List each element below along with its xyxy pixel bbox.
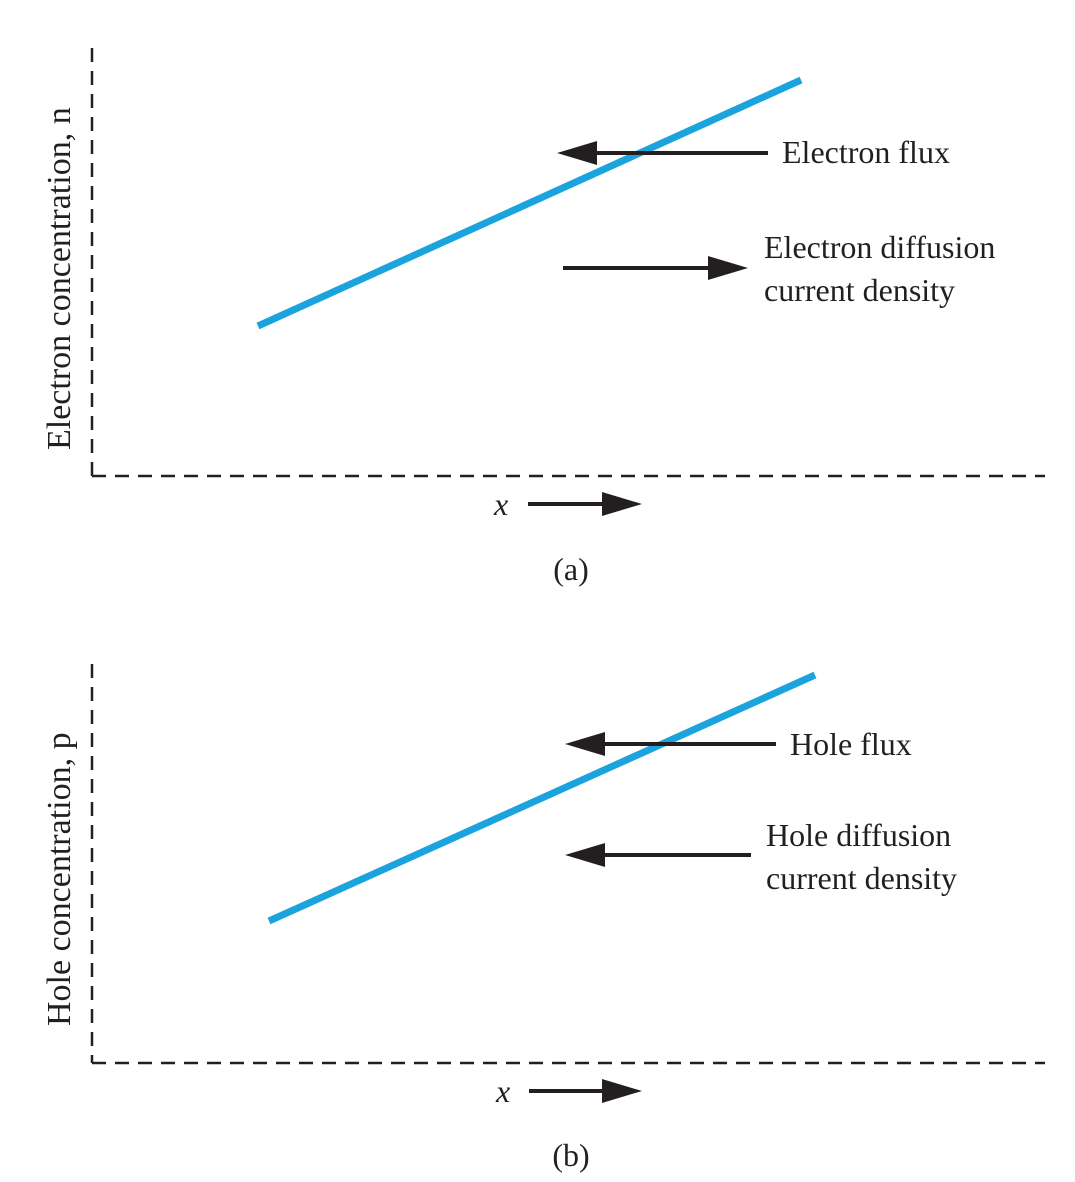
panel-a-x-arrow — [528, 492, 642, 516]
panel-a-caption: (a) — [553, 551, 589, 587]
panel-b-x-arrow — [529, 1079, 642, 1103]
panel-b-x-label: x — [495, 1073, 510, 1109]
panel-a-y-axis-label: Electron concentration, n — [41, 107, 78, 450]
panel-a: Electron concentration, n Electron flux … — [41, 48, 1045, 587]
panel-a-concentration-line — [256, 76, 803, 330]
panel-b-concentration-line — [267, 671, 817, 925]
panel-b: Hole concentration, p Hole flux Hole dif… — [41, 664, 1045, 1173]
panel-b-flux-arrow — [565, 732, 776, 756]
panel-a-flux-arrow — [557, 141, 768, 165]
panel-b-flux-label: Hole flux — [790, 726, 912, 762]
panel-b-current-arrow — [565, 843, 751, 867]
panel-b-current-label-line1: Hole diffusion — [766, 817, 951, 853]
panel-a-current-label-line2: current density — [764, 272, 955, 308]
panel-a-flux-label: Electron flux — [782, 134, 950, 170]
panel-b-caption: (b) — [552, 1137, 589, 1173]
panel-b-y-axis-label: Hole concentration, p — [41, 732, 78, 1026]
panel-b-current-label-line2: current density — [766, 860, 957, 896]
panel-a-current-arrow — [563, 256, 748, 280]
panel-a-current-label-line1: Electron diffusion — [764, 229, 995, 265]
panel-a-x-label: x — [493, 486, 508, 522]
